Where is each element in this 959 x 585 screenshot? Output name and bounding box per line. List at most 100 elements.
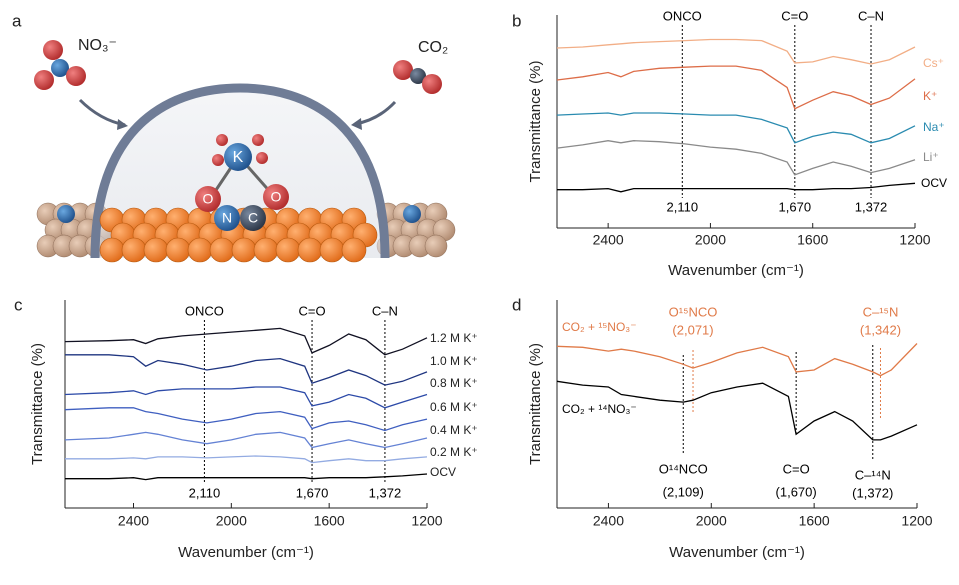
marker-value: (2,109) [663,484,704,499]
sphere [121,237,147,263]
marker-value: 1,372 [369,485,402,500]
atom-label: O [203,191,214,207]
sphere [253,237,279,263]
x-axis-label: Wavenumber (cm⁻¹) [668,262,804,279]
marker-value: 1,670 [779,199,812,214]
y-axis-label: Transmittance (%) [527,61,544,183]
atom-label: O [271,189,282,205]
x-tick-label: 1200 [899,232,930,248]
series-label: Li⁺ [923,150,939,164]
atom [57,205,75,223]
surface-front [99,207,378,263]
marker-value: (1,372) [852,485,893,500]
x-tick-label: 2000 [216,513,247,529]
panel-letter: b [512,11,521,30]
series-label: 0.4 M K⁺ [430,423,478,437]
plot: CO₂ + ¹⁵NO₃⁻ CO₂ + ¹⁴NO₃⁻ [556,320,918,441]
marker-value: (2,071) [672,322,713,337]
plot: Cs⁺ K⁺ Na⁺ Li⁺ OCV [556,38,947,193]
marker-value: (1,670) [776,484,817,499]
series-label: OCV [921,176,947,190]
atom [34,70,54,90]
spectrum [556,140,916,176]
y-axis-label: Transmittance (%) [527,343,544,465]
atom [212,154,224,166]
spectrum [556,380,918,441]
marker-name: C–¹⁵N [863,304,899,319]
x-tick-label: 2400 [593,513,624,529]
atom [43,40,63,60]
atom [214,205,240,231]
spectrum [556,38,916,65]
atom-label: N [222,210,232,226]
marker-name: C–N [858,8,884,23]
x-tick-label: 1200 [901,513,932,529]
atom [224,143,252,171]
series-label: 1.0 M K⁺ [430,354,478,368]
spectrum [556,65,916,110]
marker-name: C=O [298,303,325,318]
marker-value: 2,110 [189,485,221,500]
sphere [187,237,213,263]
atom [51,59,69,77]
arrow-head [351,118,362,130]
marker-name: C–N [372,303,398,318]
sphere [297,237,323,263]
series-label: Na⁺ [923,120,945,134]
illustration: a NO₃⁻ CO₂ K O N C O [12,11,456,263]
x-axis-label: Wavenumber (cm⁻¹) [669,544,805,561]
surface [36,202,456,258]
series-label: 1.2 M K⁺ [430,331,478,345]
atom [263,184,289,210]
atom [403,205,421,223]
x-tick-label: 2400 [118,513,149,529]
marker-value: 1,670 [296,485,329,500]
series-label: K⁺ [923,89,937,103]
molecule-label: NO₃⁻ [78,37,117,54]
marker-name: O¹⁵NCO [669,304,718,319]
x-tick-label: 2400 [593,232,624,248]
marker-value: (1,342) [860,322,901,337]
series-label: OCV [430,465,456,479]
marker-name: C=O [781,8,808,23]
x-tick-label: 2000 [696,513,727,529]
sphere [165,237,191,263]
panel-letter: d [512,295,521,314]
series-label: 0.2 M K⁺ [430,445,478,459]
spectrum [64,386,428,409]
arrow-head [117,119,128,130]
atom [66,66,86,86]
x-tick-label: 1600 [314,513,345,529]
spectrum [556,343,918,377]
y-axis-label: Transmittance (%) [29,343,46,465]
plot: 1.2 M K⁺ 1.0 M K⁺ 0.8 M K⁺ 0.6 M K⁺ 0.4 M K⁺… [64,327,478,481]
sphere [143,237,169,263]
spectrum [556,112,916,144]
spectrum [64,407,428,432]
spectrum [65,473,428,481]
spectrum [64,431,428,449]
sphere [424,234,448,258]
sphere [341,237,367,263]
atom [256,152,268,164]
series-label: 0.8 M K⁺ [430,376,478,390]
series-label: 0.6 M K⁺ [430,400,478,414]
atom-label: C [248,210,258,226]
x-tick-label: 1200 [411,513,442,529]
atom [195,186,221,212]
sphere [231,237,257,263]
sphere [275,237,301,263]
atom [393,60,413,80]
molecule-label: CO₂ [418,39,448,56]
atom [240,205,266,231]
atom [422,74,442,94]
spectrum [557,182,916,193]
marker-name: C=O [783,461,810,476]
spectrum [65,455,428,464]
marker-name: C–¹⁴N [855,467,891,482]
marker-name: ONCO [185,303,224,318]
panel-letter: a [12,11,22,30]
marker-value: 1,372 [855,199,888,214]
series-label: Cs⁺ [923,56,944,70]
atom [216,134,228,146]
